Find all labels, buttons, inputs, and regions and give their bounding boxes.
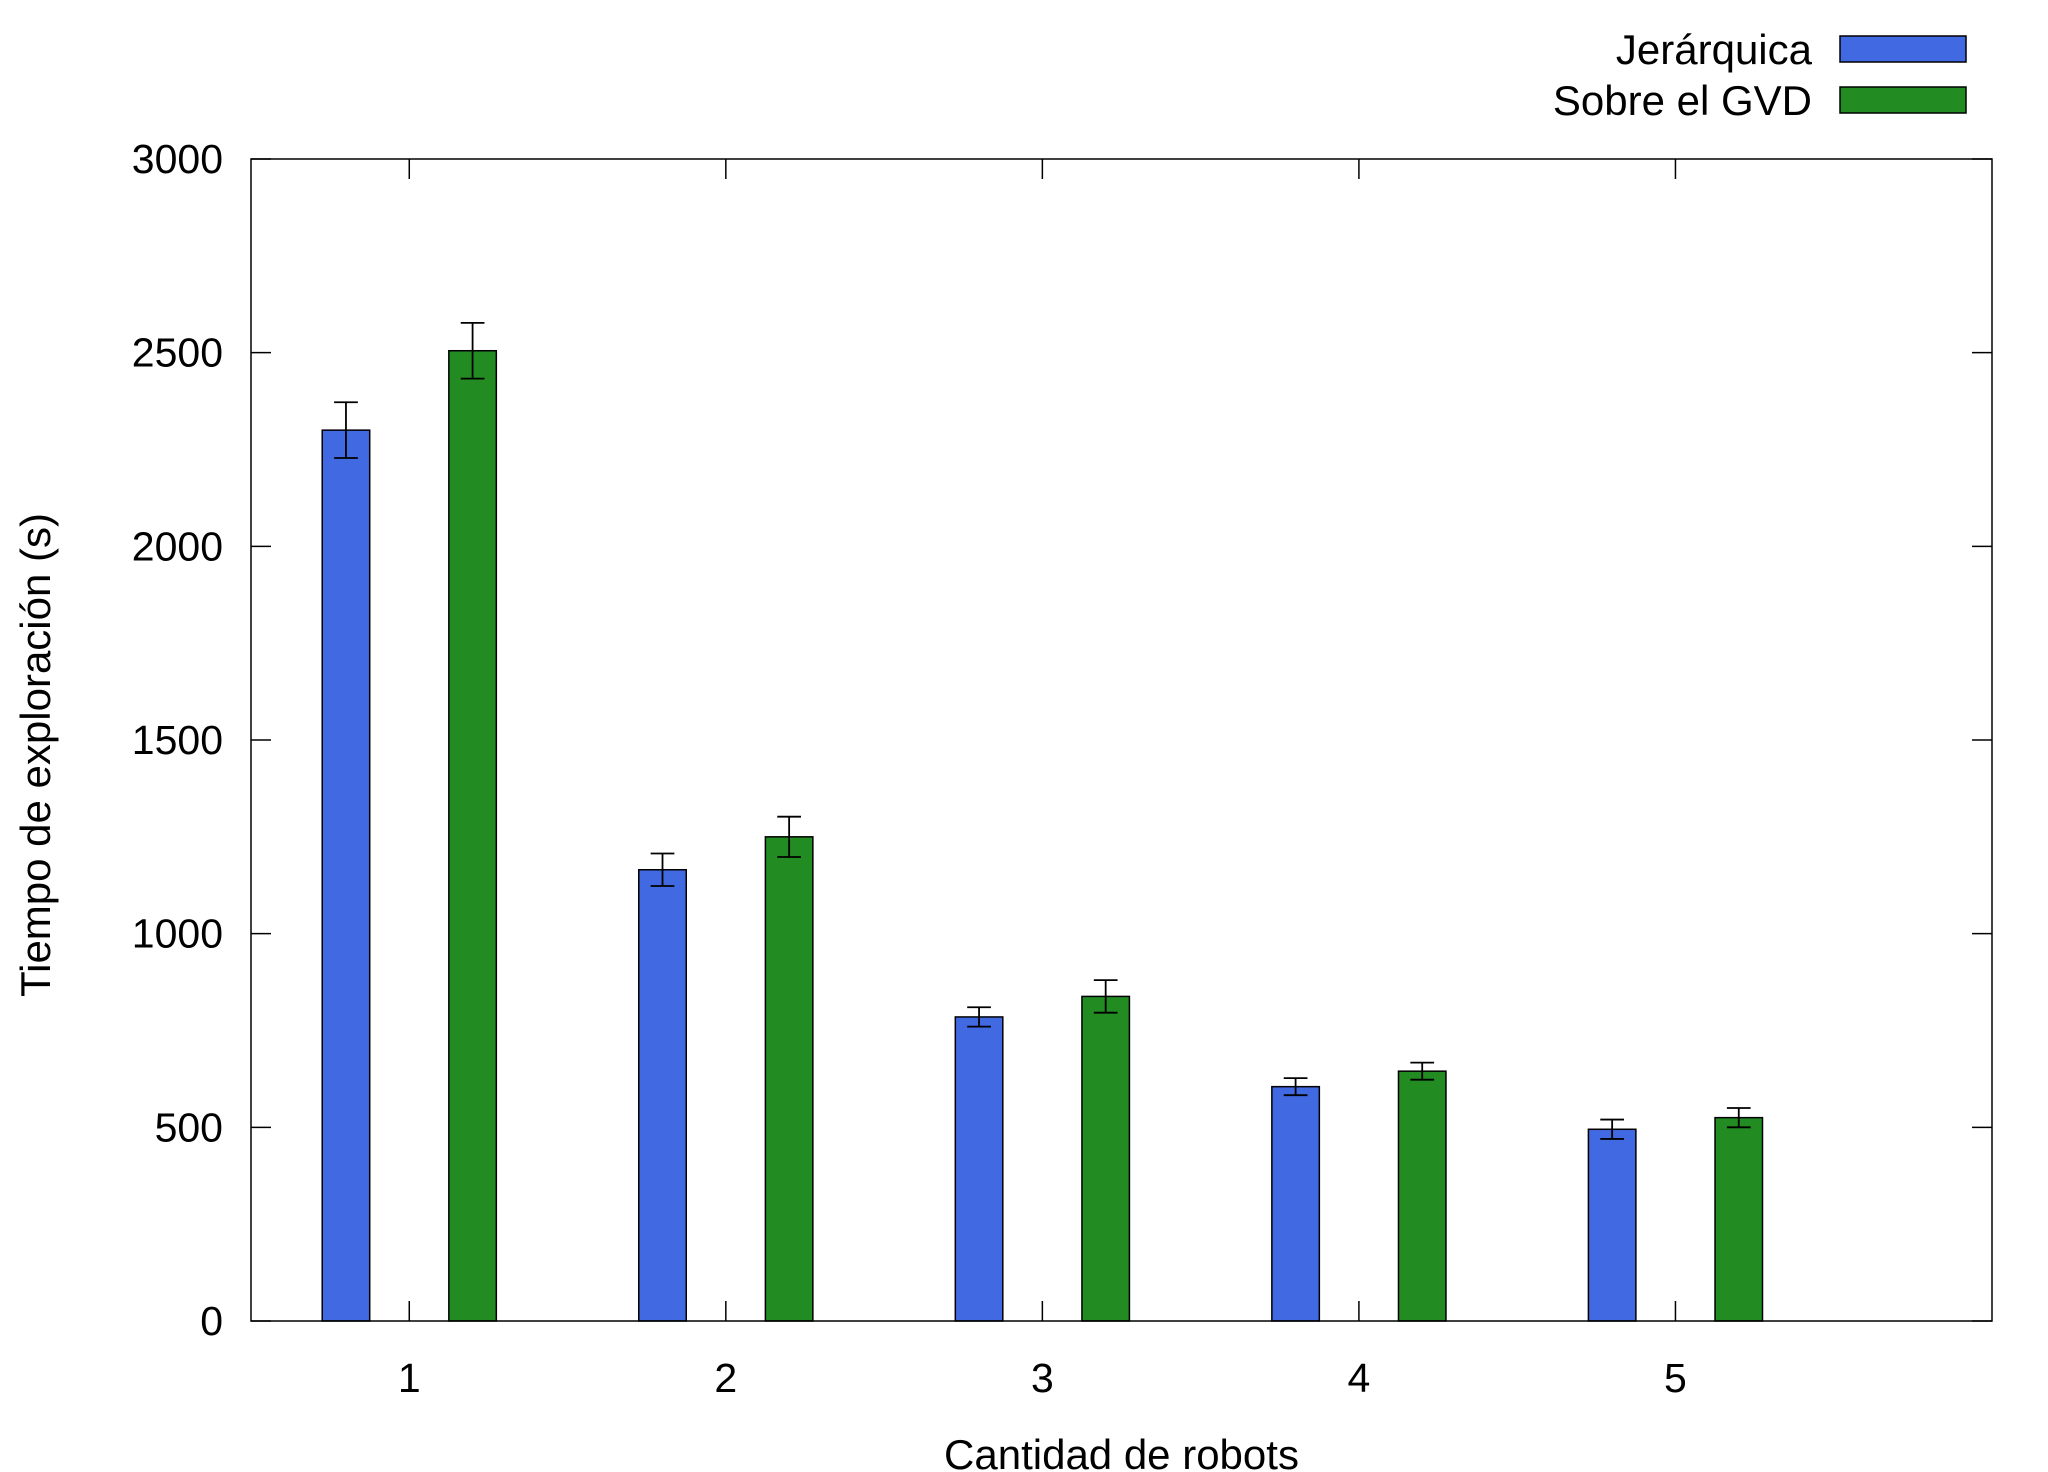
plot-area-frame bbox=[250, 158, 1993, 1322]
y-tick-label: 1500 bbox=[132, 717, 223, 763]
error-bar bbox=[334, 401, 358, 459]
bar-jerarquica-1 bbox=[321, 429, 371, 1322]
x-tick-label: 5 bbox=[1664, 1355, 1687, 1401]
legend-label: Jerárquica bbox=[1616, 26, 1813, 73]
bar-jerarquica-4 bbox=[1271, 1085, 1321, 1322]
bar-jerarquica-3 bbox=[954, 1016, 1004, 1322]
legend-item: Sobre el GVD bbox=[1553, 77, 1967, 124]
bar-sobre-el-gvd-2 bbox=[764, 836, 814, 1322]
y-tick-label: 500 bbox=[155, 1104, 223, 1150]
bar-jerarquica-2 bbox=[638, 869, 688, 1322]
error-bar bbox=[1600, 1118, 1625, 1140]
y-tick-label: 1000 bbox=[132, 911, 223, 957]
error-bar bbox=[460, 321, 485, 380]
error-bar bbox=[1283, 1077, 1308, 1097]
error-bar bbox=[1093, 979, 1118, 1014]
legend-swatch bbox=[1839, 35, 1967, 63]
y-axis-label: Tiempo de exploración (s) bbox=[12, 513, 59, 997]
legend-swatch bbox=[1839, 86, 1967, 114]
y-axis-ticks: 0 500 1000 1500 2000 2500 3000 bbox=[132, 136, 1992, 1344]
x-axis-label: Cantidad de robots bbox=[944, 1431, 1299, 1472]
error-bar bbox=[777, 815, 801, 858]
error-bar bbox=[967, 1006, 991, 1028]
x-axis-ticks: 1 2 3 4 5 bbox=[398, 159, 1687, 1401]
bar-sobre-el-gvd-1 bbox=[448, 349, 498, 1322]
y-tick-label: 0 bbox=[200, 1298, 223, 1344]
error-bar bbox=[1410, 1061, 1435, 1081]
bar-sobre-el-gvd-3 bbox=[1081, 995, 1131, 1322]
error-bars-group bbox=[334, 321, 1751, 1140]
y-tick-label: 2500 bbox=[132, 330, 223, 376]
error-bar bbox=[650, 852, 675, 887]
y-tick-label: 3000 bbox=[132, 136, 223, 182]
x-tick-label: 1 bbox=[398, 1355, 421, 1401]
bar-jerarquica-5 bbox=[1587, 1128, 1637, 1322]
x-tick-label: 3 bbox=[1031, 1355, 1054, 1401]
y-tick-label: 2000 bbox=[132, 523, 223, 569]
error-bar bbox=[1726, 1107, 1751, 1129]
legend-label: Sobre el GVD bbox=[1553, 77, 1812, 124]
bars-group bbox=[321, 349, 1764, 1322]
x-tick-label: 2 bbox=[714, 1355, 737, 1401]
legend-item: Jerárquica bbox=[1616, 26, 1967, 73]
x-tick-label: 4 bbox=[1348, 1355, 1371, 1401]
bar-sobre-el-gvd-5 bbox=[1714, 1116, 1764, 1322]
bar-sobre-el-gvd-4 bbox=[1397, 1070, 1447, 1322]
